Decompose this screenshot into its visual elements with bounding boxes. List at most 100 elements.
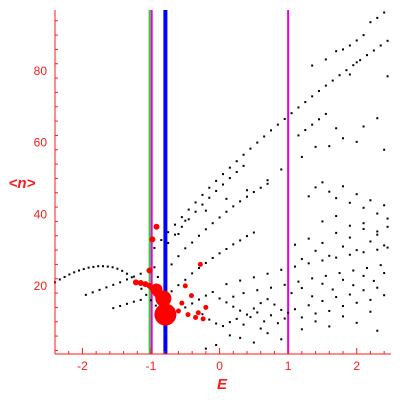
data-point <box>352 64 355 67</box>
data-point <box>386 225 389 228</box>
data-point <box>328 254 331 257</box>
y-tick-label: 20 <box>34 279 48 293</box>
data-point <box>324 58 327 61</box>
data-point <box>362 206 365 209</box>
x-tick-label: 0 <box>216 359 223 373</box>
x-tick-label: -2 <box>77 359 88 373</box>
data-point <box>92 265 95 268</box>
data-point <box>348 44 351 47</box>
data-point <box>383 294 386 297</box>
data-point <box>386 75 389 78</box>
data-point <box>149 236 156 243</box>
vertical-lines <box>148 10 290 354</box>
data-point <box>154 303 177 326</box>
data-point <box>116 267 119 270</box>
data-point <box>177 232 180 235</box>
data-point <box>259 186 262 189</box>
data-point <box>342 48 344 51</box>
data-point <box>352 284 355 287</box>
data-point <box>130 276 133 279</box>
data-point <box>153 246 156 249</box>
data-point <box>239 239 242 242</box>
data-point <box>283 317 286 320</box>
data-point <box>355 249 358 252</box>
data-point <box>140 287 143 290</box>
data-point <box>170 290 173 293</box>
data-point <box>194 210 197 213</box>
data-point <box>376 230 379 233</box>
data-point <box>235 160 238 163</box>
data-point <box>252 307 255 310</box>
data-point <box>246 195 248 198</box>
data-point <box>153 266 156 269</box>
data-point <box>266 182 269 185</box>
data-point <box>376 117 379 120</box>
data-point <box>379 264 382 267</box>
data-point <box>215 189 218 192</box>
data-point <box>324 274 327 277</box>
data-point <box>132 275 135 278</box>
data-point <box>193 314 199 320</box>
data-point <box>328 325 331 328</box>
x-tick-label: 1 <box>285 359 292 373</box>
data-point <box>246 235 248 238</box>
data-point <box>239 200 242 203</box>
data-point <box>266 332 269 335</box>
data-point <box>297 106 300 109</box>
data-point <box>294 265 296 268</box>
data-point <box>338 272 341 275</box>
data-point <box>348 293 351 296</box>
data-point <box>150 299 152 302</box>
data-point <box>287 311 290 314</box>
data-point <box>204 228 207 231</box>
data-point <box>335 50 338 53</box>
data-point <box>242 164 245 167</box>
data-point <box>386 39 389 42</box>
data-point <box>187 218 190 221</box>
data-point <box>137 280 144 287</box>
data-point <box>242 153 245 156</box>
data-point <box>359 59 362 62</box>
data-point <box>355 39 358 42</box>
data-point <box>187 208 190 211</box>
data-point <box>335 296 338 299</box>
data-point <box>335 256 338 259</box>
data-point <box>102 265 104 268</box>
data-point <box>184 247 187 250</box>
data-point <box>331 288 334 291</box>
data-point <box>355 140 358 143</box>
data-point <box>211 222 214 225</box>
data-point <box>386 217 389 220</box>
data-point <box>342 245 344 248</box>
data-point <box>372 279 375 282</box>
data-point <box>98 288 101 291</box>
data-point <box>91 291 94 294</box>
data-point <box>259 327 262 330</box>
data-point <box>369 298 372 301</box>
data-point <box>342 304 344 307</box>
data-point <box>307 262 310 265</box>
data-points <box>54 11 389 350</box>
data-point <box>121 269 124 272</box>
data-point <box>167 241 170 244</box>
data-point <box>218 216 221 219</box>
data-point <box>198 234 200 237</box>
data-point <box>304 129 307 132</box>
data-point <box>366 267 368 269</box>
data-point <box>235 170 238 173</box>
data-point <box>297 134 300 137</box>
data-point <box>383 204 386 207</box>
data-point <box>342 137 344 140</box>
data-point <box>369 240 372 243</box>
data-point <box>321 181 324 184</box>
data-point <box>362 227 365 230</box>
data-point <box>321 259 324 262</box>
data-point <box>150 283 163 296</box>
data-point <box>203 304 209 310</box>
data-point <box>175 308 181 314</box>
data-point <box>314 312 317 315</box>
data-point <box>376 286 379 289</box>
data-point <box>270 129 272 132</box>
data-point <box>376 212 379 215</box>
data-point <box>376 16 379 19</box>
